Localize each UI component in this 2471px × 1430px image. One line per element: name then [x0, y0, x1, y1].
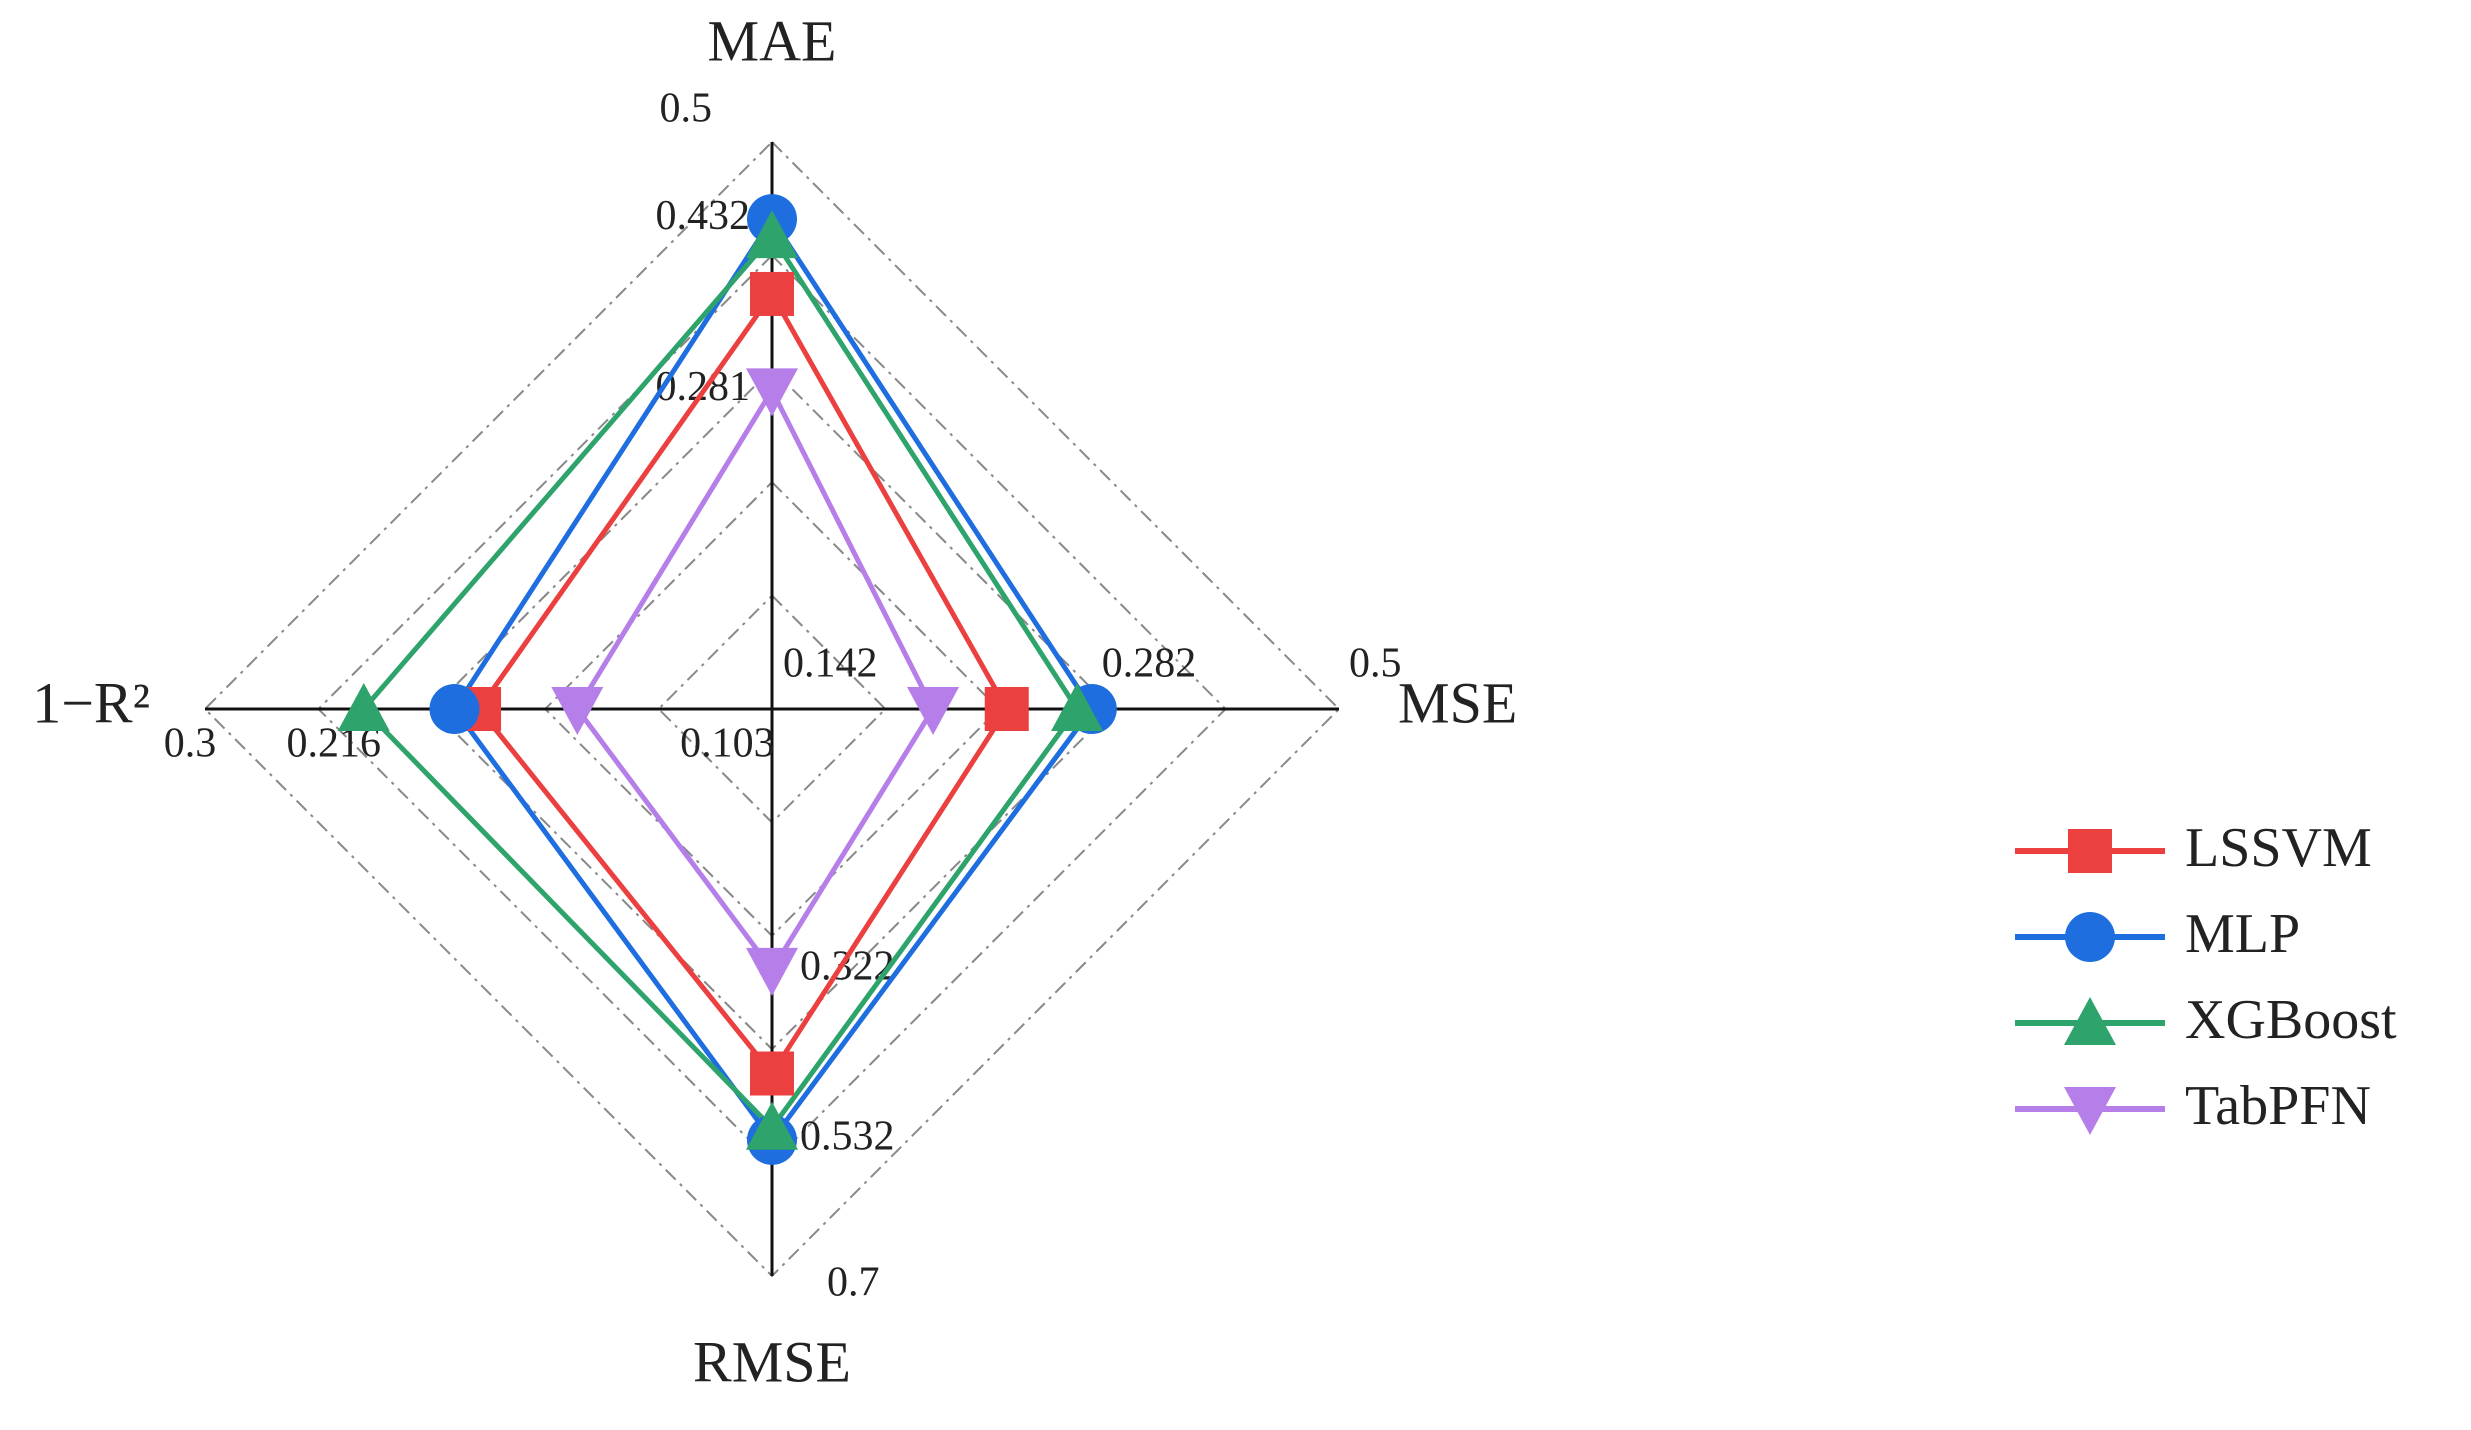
legend-marker — [2065, 912, 2115, 962]
axis-tick-label: 0.142 — [783, 641, 878, 687]
axis-tick-label: 0.532 — [800, 1114, 895, 1160]
legend-marker — [2068, 829, 2112, 873]
data-point — [551, 687, 604, 735]
data-point — [1051, 683, 1104, 731]
data-point — [746, 210, 798, 259]
axis-tick-label: 0.432 — [656, 193, 751, 239]
axis-name: MSE — [1398, 670, 1517, 735]
axis-name: MAE — [708, 8, 837, 73]
data-point — [750, 1051, 794, 1096]
legend-label: XGBoost — [2185, 989, 2397, 1051]
axis-tick-label: 0.5 — [660, 86, 713, 132]
axis-tick-label: 0.3 — [164, 721, 217, 767]
data-point — [337, 683, 390, 731]
data-point — [984, 687, 1029, 731]
legend-label: LSSVM — [2185, 817, 2372, 879]
legend-marker — [2064, 997, 2116, 1045]
axis-tick-label: 0.103 — [680, 721, 775, 767]
legend-marker — [2064, 1087, 2116, 1135]
series-line — [475, 289, 1010, 1078]
data-point — [746, 1101, 798, 1150]
data-point — [746, 947, 798, 996]
data-point — [746, 368, 798, 417]
axis-tick-label: 0.281 — [656, 364, 751, 410]
axis-tick-label: 0.5 — [1349, 641, 1402, 687]
data-point — [907, 687, 960, 735]
axis-name: RMSE — [693, 1329, 851, 1394]
legend-label: TabPFN — [2185, 1075, 2371, 1137]
data-point — [750, 271, 794, 316]
axis-tick-label: 0.282 — [1102, 641, 1197, 687]
data-point — [429, 684, 480, 734]
axis-name: 1−R² — [32, 670, 150, 735]
legend-label: MLP — [2185, 903, 2300, 965]
axis-tick-label: 0.7 — [827, 1260, 880, 1306]
